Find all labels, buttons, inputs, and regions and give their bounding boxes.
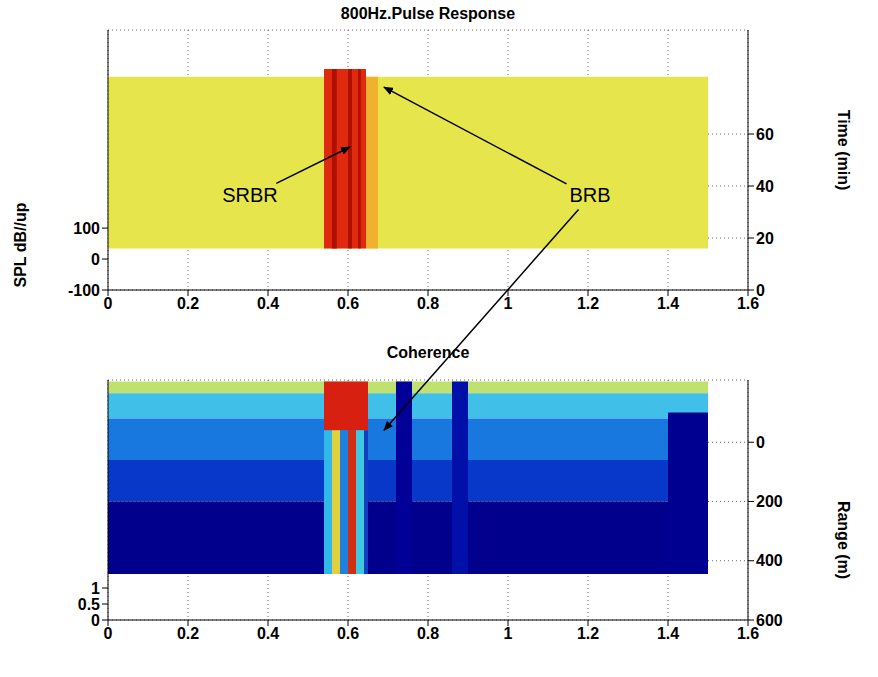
svg-text:0.6: 0.6 [337,625,359,642]
svg-text:40: 40 [756,178,774,195]
svg-text:Time (min): Time (min) [835,110,852,191]
svg-text:0.5: 0.5 [78,596,100,613]
svg-text:Range (m): Range (m) [835,501,852,579]
svg-text:-100: -100 [68,282,100,299]
svg-text:0.4: 0.4 [257,295,279,312]
svg-text:0: 0 [91,251,100,268]
svg-text:0: 0 [756,434,765,451]
svg-text:SPL dB//up: SPL dB//up [12,202,29,287]
svg-text:1.4: 1.4 [657,625,679,642]
svg-text:1.2: 1.2 [577,625,599,642]
svg-text:100: 100 [73,220,100,237]
svg-text:0.8: 0.8 [417,625,439,642]
svg-text:0.4: 0.4 [257,625,279,642]
svg-text:SRBR: SRBR [222,184,278,206]
svg-text:Coherence: Coherence [387,344,470,361]
svg-text:0: 0 [104,625,113,642]
svg-text:60: 60 [756,126,774,143]
svg-text:0: 0 [104,295,113,312]
svg-text:0.6: 0.6 [337,295,359,312]
svg-text:800Hz.Pulse Response: 800Hz.Pulse Response [341,5,515,22]
svg-text:1.2: 1.2 [577,295,599,312]
svg-text:200: 200 [756,493,783,510]
svg-text:1: 1 [91,580,100,597]
svg-text:1: 1 [504,295,513,312]
svg-text:0.8: 0.8 [417,295,439,312]
svg-text:600: 600 [756,612,783,629]
svg-text:0.2: 0.2 [177,295,199,312]
svg-text:1.4: 1.4 [657,295,679,312]
svg-text:0: 0 [756,282,765,299]
svg-text:1.6: 1.6 [736,625,760,643]
svg-text:20: 20 [756,230,774,247]
svg-text:400: 400 [756,552,783,569]
svg-text:0: 0 [91,612,100,629]
svg-text:1: 1 [504,625,513,642]
svg-text:BRB: BRB [569,184,610,206]
svg-text:1.6: 1.6 [736,295,760,313]
svg-text:0.2: 0.2 [177,625,199,642]
